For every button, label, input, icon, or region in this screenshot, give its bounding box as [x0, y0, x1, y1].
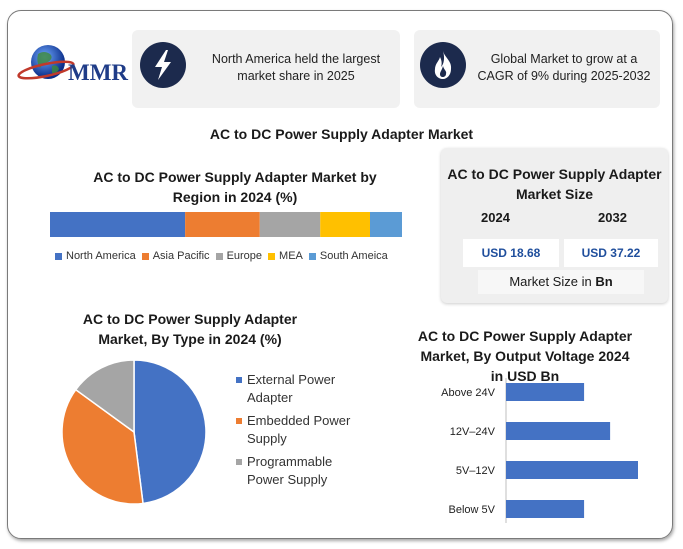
- flame-icon: [420, 42, 466, 88]
- mmr-logo: MMR: [16, 40, 129, 90]
- legend-swatch: [268, 252, 276, 260]
- region-segment-mea: [320, 212, 370, 237]
- market-size-2032-value: USD 37.22: [564, 239, 658, 267]
- globe-icon: [17, 45, 75, 80]
- region-segment-europe: [259, 212, 321, 237]
- logo-text: MMR: [68, 60, 129, 85]
- pie-slice-external-power-adapter: [133, 359, 207, 505]
- region-legend-label: Asia Pacific: [152, 250, 210, 262]
- lightning-icon: [140, 42, 186, 88]
- highlight-2-line-1: Global Market to grow at a: [490, 52, 638, 66]
- main-title: AC to DC Power Supply Adapter Market: [209, 126, 474, 142]
- legend-swatch: [236, 459, 242, 465]
- market-size-footer: Market Size in Bn: [478, 270, 644, 294]
- pie-slice-embedded-power-supply: [61, 388, 144, 505]
- voltage-title-line-1: AC to DC Power Supply Adapter: [417, 328, 633, 344]
- legend-swatch: [215, 252, 223, 260]
- voltage-title-line-2: Market, By Output Voltage 2024: [420, 348, 630, 364]
- market-size-footer-prefix: Market Size in: [509, 274, 596, 289]
- type-legend-label-line: Adapter: [247, 390, 293, 405]
- type-legend-label-line: External Power: [247, 372, 336, 387]
- legend-swatch: [236, 377, 242, 383]
- pie-slice-programmable-power-supply: [74, 359, 135, 434]
- market-size-panel: AC to DC Power Supply Adapter Market Siz…: [441, 148, 668, 303]
- region-stacked-bar: [50, 212, 402, 237]
- type-title-line-1: AC to DC Power Supply Adapter: [82, 311, 298, 327]
- highlight-card-cagr: Global Market to grow at a CAGR of 9% du…: [414, 30, 660, 108]
- legend-swatch: [236, 418, 242, 424]
- region-legend-label: South Ameica: [319, 250, 388, 262]
- region-title-line-1: AC to DC Power Supply Adapter Market by: [93, 169, 377, 185]
- type-pie-chart: [61, 359, 207, 505]
- highlight-1-line-2: market share in 2025: [237, 69, 355, 83]
- market-size-footer-unit: Bn: [595, 274, 613, 289]
- market-size-title-line-2: Market Size: [515, 186, 594, 202]
- region-legend: North America Asia Pacific Europe MEA South …: [55, 250, 388, 262]
- region-legend-label: MEA: [279, 250, 303, 262]
- region-segment-asia-pacific: [185, 212, 260, 237]
- type-legend: External Power Adapter Embedded Power Suppl…: [236, 371, 350, 494]
- region-legend-label: Europe: [226, 250, 263, 262]
- highlight-text-1: North America held the largest market sh…: [202, 51, 390, 85]
- highlight-card-north-america: North America held the largest market sh…: [132, 30, 400, 108]
- type-legend-label-line: Supply: [247, 431, 287, 446]
- region-legend-item-south-ameica: South Ameica: [308, 250, 388, 262]
- voltage-chart-title: AC to DC Power Supply Adapter Market, By…: [395, 326, 655, 386]
- highlight-2-line-2: CAGR of 9% during 2025-2032: [477, 69, 651, 83]
- highlight-text-2: Global Market to grow at a CAGR of 9% du…: [474, 51, 654, 85]
- year-2032: 2032: [598, 210, 627, 225]
- region-chart-title: AC to DC Power Supply Adapter Market by …: [60, 167, 410, 207]
- legend-swatch: [141, 252, 149, 260]
- market-size-title: AC to DC Power Supply Adapter Market Siz…: [441, 164, 668, 204]
- region-legend-item-north-america: North America: [55, 250, 136, 262]
- region-segment-south-ameica: [370, 212, 402, 237]
- type-legend-label-line: Power Supply: [247, 472, 328, 487]
- year-2024: 2024: [481, 210, 510, 225]
- market-size-2024-value: USD 18.68: [463, 239, 559, 267]
- legend-swatch: [308, 252, 316, 260]
- type-chart-title: AC to DC Power Supply Adapter Market, By…: [40, 309, 340, 349]
- type-legend-label-line: Embedded Power: [247, 413, 351, 428]
- region-legend-item-mea: MEA: [268, 250, 303, 262]
- type-legend-item-embedded-power-supply: Embedded Power Supply: [236, 412, 350, 448]
- highlight-1-line-1: North America held the largest: [211, 52, 381, 66]
- region-title-line-2: Region in 2024 (%): [172, 189, 298, 205]
- region-segment-north-america: [50, 212, 186, 237]
- region-legend-item-asia-pacific: Asia Pacific: [141, 250, 210, 262]
- region-legend-label: North America: [66, 250, 136, 262]
- region-legend-item-europe: Europe: [215, 250, 263, 262]
- market-size-title-line-1: AC to DC Power Supply Adapter: [447, 166, 662, 182]
- type-title-line-2: Market, By Type in 2024 (%): [98, 331, 282, 347]
- type-legend-item-external-power-adapter: External Power Adapter: [236, 371, 350, 407]
- type-legend-item-programmable-power-supply: Programmable Power Supply: [236, 453, 350, 489]
- legend-swatch: [55, 252, 62, 260]
- type-legend-label-line: Programmable: [247, 454, 333, 469]
- voltage-title-line-3: in USD Bn: [490, 368, 560, 384]
- infographic-frame: [7, 10, 673, 539]
